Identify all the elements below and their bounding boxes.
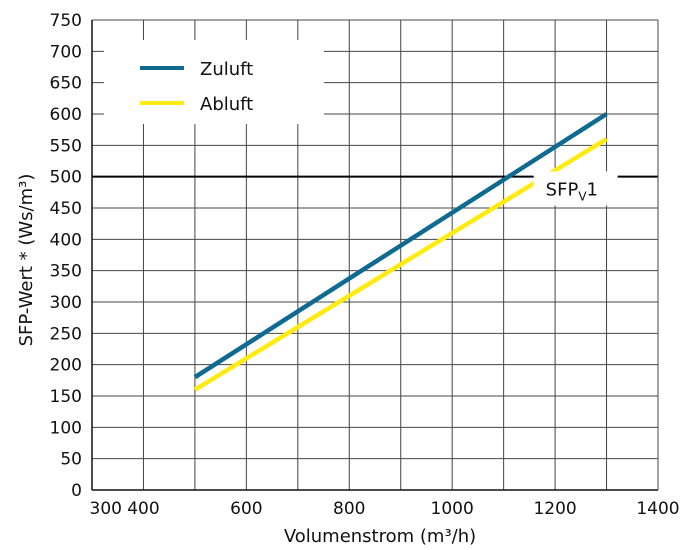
x-tick-600: 600 — [230, 499, 262, 519]
legend-label-abluft: Abluft — [200, 94, 253, 115]
sfp-annotation: SFPV1 — [533, 171, 618, 206]
y-tick-600: 600 — [50, 105, 82, 125]
x-tick-300: 300 — [90, 499, 122, 519]
y-tick-labels: 0 50 100 150 200 250 300 350 400 450 500 550 600 650 7… — [50, 11, 82, 501]
x-tick-400: 400 — [127, 499, 159, 519]
y-tick-0: 0 — [71, 481, 82, 501]
x-tick-1000: 1000 — [431, 499, 474, 519]
y-tick-250: 250 — [50, 324, 82, 344]
x-tick-1400: 1400 — [636, 499, 679, 519]
annotation-main: SFP — [546, 179, 579, 200]
annotation-subscript: V — [578, 189, 587, 203]
y-tick-700: 700 — [50, 42, 82, 62]
legend-label-zuluft: Zuluft — [200, 59, 253, 80]
annotation-box — [533, 171, 618, 206]
x-tick-800: 800 — [333, 499, 365, 519]
annotation-suffix: 1 — [587, 179, 598, 200]
y-tick-150: 150 — [50, 387, 82, 407]
y-tick-300: 300 — [50, 293, 82, 313]
y-tick-100: 100 — [50, 418, 82, 438]
y-tick-350: 350 — [50, 262, 82, 282]
series-line-zuluft — [193, 112, 608, 380]
x-tick-1200: 1200 — [533, 499, 576, 519]
y-tick-450: 450 — [50, 199, 82, 219]
y-tick-50: 50 — [60, 450, 82, 470]
x-axis-label: Volumenstrom (m³/h) — [284, 526, 476, 547]
y-tick-550: 550 — [50, 136, 82, 156]
y-tick-400: 400 — [50, 230, 82, 250]
legend-box — [104, 40, 324, 124]
legend: Zuluft Abluft — [104, 40, 324, 124]
y-tick-500: 500 — [50, 168, 82, 188]
y-tick-200: 200 — [50, 356, 82, 376]
x-tick-labels: 300 400 600 800 1000 1200 1400 — [90, 499, 680, 519]
annotation-label: SFPV1 — [546, 179, 598, 203]
y-axis-label: SFP-Wert * (Ws/m³) — [16, 174, 37, 347]
axes-group — [91, 19, 659, 491]
y-tick-650: 650 — [50, 74, 82, 94]
y-tick-750: 750 — [50, 11, 82, 31]
